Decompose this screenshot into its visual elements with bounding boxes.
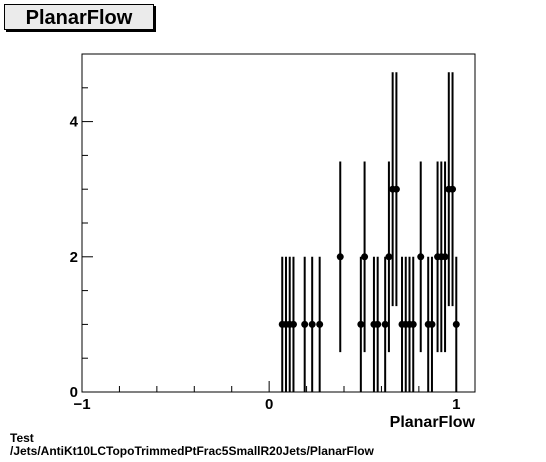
data-point	[289, 320, 297, 328]
data-point	[336, 253, 344, 261]
x-tick-label: 0	[265, 396, 273, 413]
title-box: PlanarFlow	[4, 4, 154, 30]
data-point	[452, 320, 460, 328]
data-point	[392, 185, 400, 193]
data-points	[278, 72, 460, 392]
data-point	[417, 253, 425, 261]
y-tick-label: 4	[70, 114, 79, 131]
chart-title: PlanarFlow	[25, 7, 133, 29]
data-point	[374, 320, 382, 328]
plot-frame	[81, 53, 476, 393]
data-point	[361, 253, 369, 261]
data-point	[316, 320, 324, 328]
data-point	[308, 320, 316, 328]
data-point	[409, 320, 417, 328]
data-point	[441, 253, 449, 261]
x-axis-label: PlanarFlow	[390, 414, 476, 431]
data-point	[385, 253, 393, 261]
y-tick-label: 2	[70, 249, 78, 266]
footer-line-1: Test	[10, 431, 34, 445]
x-tick-label: 1	[452, 396, 460, 413]
y-tick-label: 0	[70, 384, 78, 401]
data-point	[301, 320, 309, 328]
data-point	[381, 320, 389, 328]
data-point	[449, 185, 457, 193]
footer-line-2: /Jets/AntiKt10LCTopoTrimmedPtFrac5SmallR…	[10, 444, 374, 458]
data-point	[428, 320, 436, 328]
x-tick-label: −1	[73, 396, 90, 413]
footer-caption: Test /Jets/AntiKt10LCTopoTrimmedPtFrac5S…	[10, 432, 374, 458]
data-point	[357, 320, 365, 328]
